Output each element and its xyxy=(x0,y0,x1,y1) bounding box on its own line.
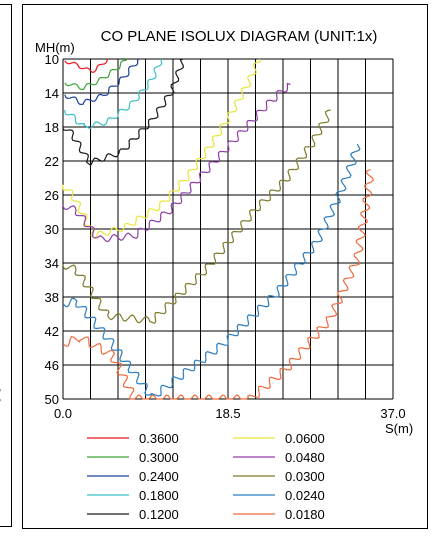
y-tick-label: 30 xyxy=(45,222,59,237)
isolux-line-0.1200 xyxy=(62,58,184,167)
y-tick-label: 42 xyxy=(45,324,59,339)
legend-label: 0.3000 xyxy=(139,450,179,465)
isolux-line-0.0480 xyxy=(62,82,291,243)
isolux-curves xyxy=(62,58,375,400)
isolux-line-0.3600 xyxy=(64,58,109,74)
legend-label: 0.0300 xyxy=(285,469,325,484)
legend-label: 0.0600 xyxy=(285,431,325,446)
grid xyxy=(62,58,394,400)
x-axis-label: S(m) xyxy=(385,421,413,436)
y-axis-label: MH(m) xyxy=(35,40,75,55)
legend-label: 0.3600 xyxy=(139,431,179,446)
y-tick-label: 22 xyxy=(45,154,59,169)
isolux-line-0.3000 xyxy=(64,58,128,91)
legend-label: 0.0240 xyxy=(285,488,325,503)
chart-panel: 10 14 18 22 26 30 34 38 42 46 50 0.0 18.5 37.0 CO PLA… xyxy=(22,4,428,529)
x-tick-label: 0.0 xyxy=(54,406,72,421)
isolux-line-0.0180 xyxy=(62,168,375,400)
isolux-line-0.0300 xyxy=(62,109,331,324)
legend-label: 0.0480 xyxy=(285,450,325,465)
legend-label: 0.2400 xyxy=(139,469,179,484)
legend-label: 0.1800 xyxy=(139,488,179,503)
y-tick-label: 10 xyxy=(45,52,59,67)
side-text-fragment: ° xyxy=(0,389,1,397)
axes: 10 14 18 22 26 30 34 38 42 46 500.0 18.5 37.0 xyxy=(45,52,406,421)
isolux-chart: 10 14 18 22 26 30 34 38 42 46 500.0 18.5 37.0 CO PLA… xyxy=(35,28,413,522)
legend-label: 0.0180 xyxy=(285,507,325,522)
left-panel-edge: ° ° xyxy=(0,4,12,527)
isolux-line-0.1800 xyxy=(64,58,163,129)
y-tick-label: 38 xyxy=(45,290,59,305)
y-tick-label: 34 xyxy=(45,256,59,271)
x-tick-label: 18.5 xyxy=(215,406,240,421)
y-tick-label: 14 xyxy=(45,86,59,101)
x-tick-label: 37.0 xyxy=(380,406,405,421)
legend-label: 0.1200 xyxy=(139,507,179,522)
y-tick-label: 46 xyxy=(45,358,59,373)
legend: 0.3600 0.3000 0.2400 0.1800 0.1200 0.0600 0.04… xyxy=(87,431,325,522)
chart-title: CO PLANE ISOLUX DIAGRAM (UNIT:1x) xyxy=(101,28,378,45)
isolux-line-0.0600 xyxy=(62,58,262,240)
y-tick-label: 50 xyxy=(45,392,59,407)
side-text-fragment: ° xyxy=(0,399,1,407)
y-tick-label: 18 xyxy=(45,120,59,135)
isolux-line-0.2400 xyxy=(64,58,140,106)
isolux-line-0.0240 xyxy=(62,143,361,397)
y-tick-label: 26 xyxy=(45,188,59,203)
